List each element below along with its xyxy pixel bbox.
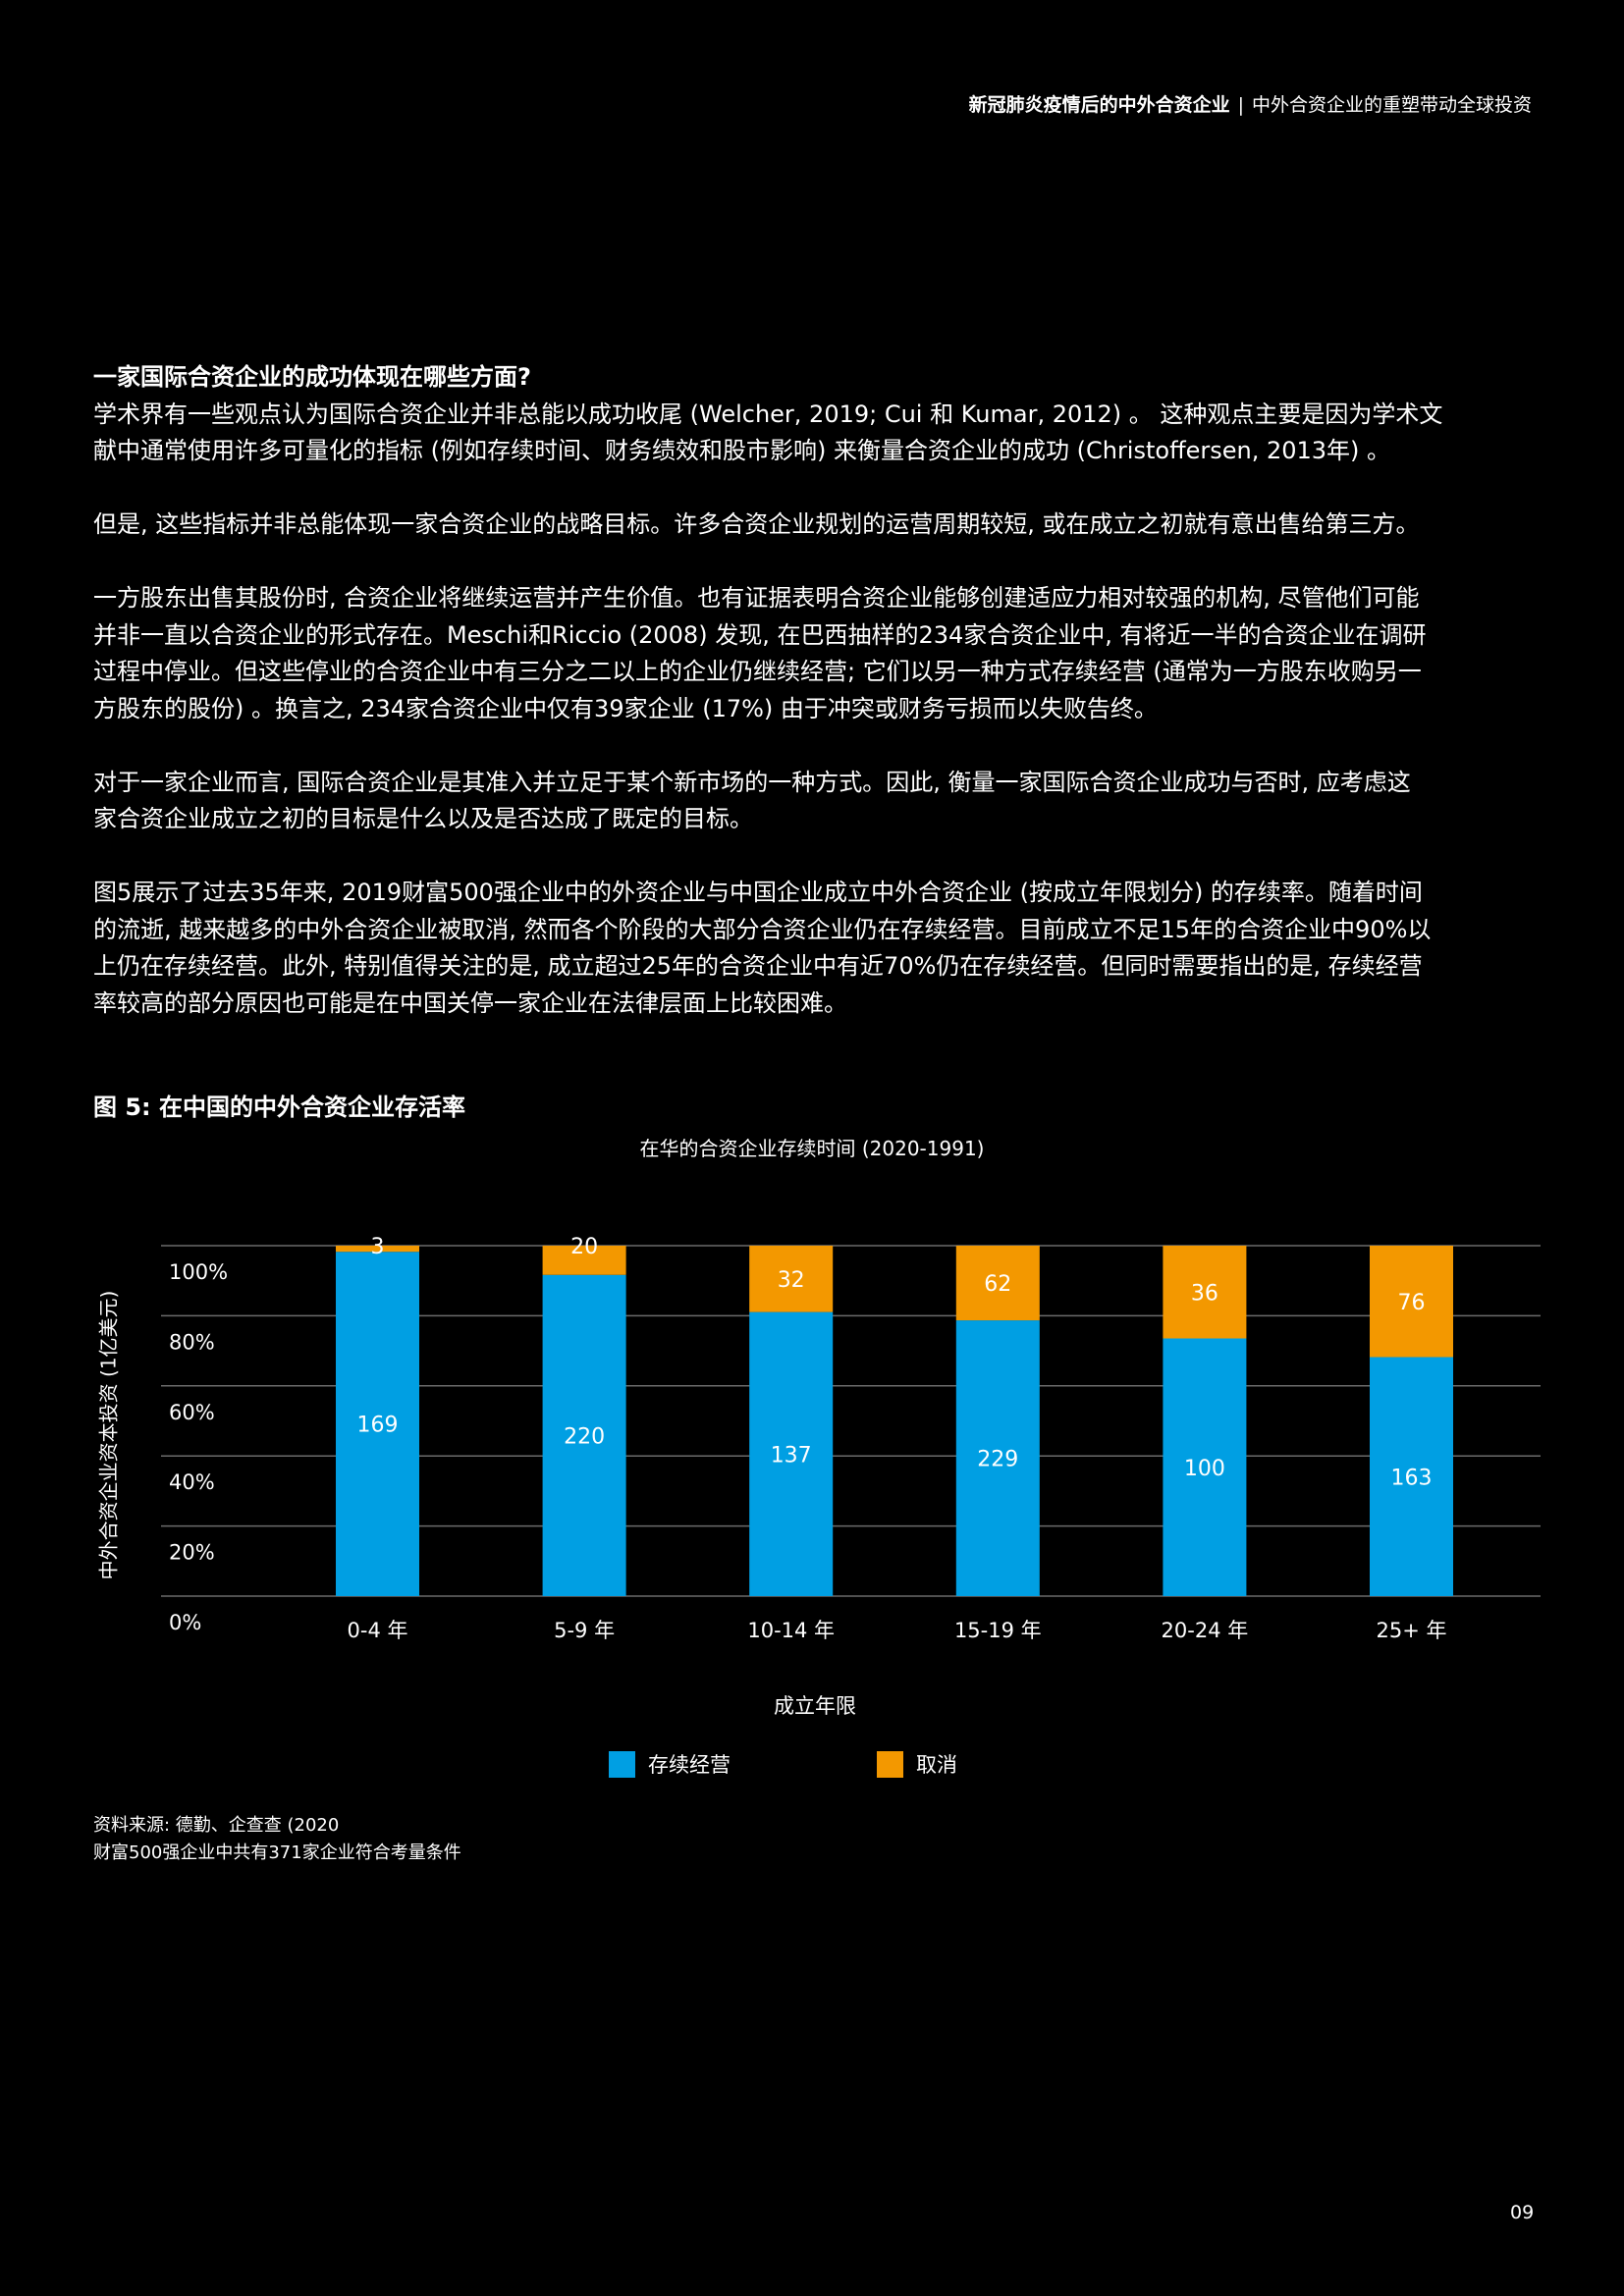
paragraph-line: 上仍在存续经营。此外, 特别值得关注的是, 成立超过25年的合资企业中有近70%… xyxy=(93,952,1423,980)
section-title: 中外合资企业的重塑带动全球投资 xyxy=(1251,94,1532,116)
bar-survived xyxy=(749,1311,834,1596)
bar-survived xyxy=(1163,1338,1247,1596)
header-separator: | xyxy=(1237,94,1244,116)
paragraph-line: 并非一直以合资企业的形式存在。Meschi和Riccio (2008) 发现, … xyxy=(93,620,1427,649)
paragraph: 但是, 这些指标并非总能体现一家合资企业的战略目标。许多合资企业规划的运营周期较… xyxy=(93,507,1537,544)
y-tick-label: 100% xyxy=(169,1260,228,1284)
data-label-cancelled: 76 xyxy=(1398,1291,1426,1315)
paragraph-line: 献中通常使用许多可量化的指标 (例如存续时间、财务绩效和股市影响) 来衡量合资企… xyxy=(93,437,1391,464)
x-tick-label: 15-19 年 xyxy=(954,1619,1042,1642)
stacked-bar-chart: 0% 20% 40% 60% 80% 100% 169 3 0-4 年 220 20 5-9 年 137… xyxy=(161,1235,1541,1642)
paragraph-line: 但是, 这些指标并非总能体现一家合资企业的战略目标。许多合资企业规划的运营周期较… xyxy=(93,510,1420,538)
paragraph-line: 率较高的部分原因也可能是在中国关停一家企业在法律层面上比较困难。 xyxy=(93,988,847,1017)
data-label-survived: 163 xyxy=(1391,1466,1433,1490)
bar-cancelled xyxy=(1370,1246,1453,1358)
legend-swatch-survived xyxy=(609,1750,635,1778)
data-label-survived: 220 xyxy=(564,1424,605,1449)
data-label-survived: 169 xyxy=(357,1414,399,1438)
bar-cancelled xyxy=(542,1246,626,1275)
legend-item-survived: 存续经营 xyxy=(609,1749,731,1779)
legend-item-cancelled: 取消 xyxy=(877,1749,957,1779)
sample-note: 财富500强企业中共有371家企业符合考量条件 xyxy=(93,1842,461,1863)
paragraph: 图5展示了过去35年来, 2019财富500强企业中的外资企业与中国企业成立中外… xyxy=(93,875,1537,1022)
data-label-cancelled: 62 xyxy=(984,1272,1011,1297)
data-label-cancelled: 32 xyxy=(778,1268,805,1293)
data-label-cancelled: 3 xyxy=(371,1235,385,1259)
x-tick-label: 5-9 年 xyxy=(554,1619,615,1642)
bar-cancelled xyxy=(1163,1246,1247,1339)
paragraph: 对于一家企业而言, 国际合资企业是其准入并立足于某个新市场的一种方式。因此, 衡… xyxy=(93,765,1537,838)
running-header: 新冠肺炎疫情后的中外合资企业 | 中外合资企业的重塑带动全球投资 xyxy=(969,90,1532,117)
figure-title: 图 5: 在中国的中外合资企业存活率 xyxy=(93,1094,466,1121)
paragraph-line: 学术界有一些观点认为国际合资企业并非总能以成功收尾 (Welcher, 2019… xyxy=(93,400,1443,428)
page-number: 09 xyxy=(1510,2202,1535,2223)
source-note: 资料来源: 德勤、企查查 (2020 xyxy=(93,1815,340,1836)
bar-cancelled xyxy=(749,1246,834,1312)
paragraph-line: 的流逝, 越来越多的中外合资企业被取消, 然而各个阶段的大部分合资企业仍在存续经… xyxy=(93,915,1432,943)
y-tick-label: 80% xyxy=(169,1330,215,1354)
paragraph-line: 方股东的股份) 。换言之, 234家合资企业中仅有39家企业 (17%) 由于冲… xyxy=(93,694,1158,722)
chart-subtitle: 在华的合资企业存续时间 (2020-1991) xyxy=(639,1137,985,1160)
x-tick-label: 10-14 年 xyxy=(747,1619,835,1642)
bar-survived xyxy=(336,1252,419,1596)
bar-survived xyxy=(1370,1357,1453,1596)
paragraph: 学术界有一些观点认为国际合资企业并非总能以成功收尾 (Welcher, 2019… xyxy=(93,397,1537,470)
x-tick-label: 20-24 年 xyxy=(1162,1619,1249,1642)
y-tick-label: 60% xyxy=(169,1401,215,1424)
x-tick-label: 0-4 年 xyxy=(348,1619,408,1642)
body-text: 一家国际合资企业的成功体现在哪些方面? 学术界有一些观点认为国际合资企业并非总能… xyxy=(93,359,1537,1059)
y-tick-label: 20% xyxy=(169,1541,215,1565)
paragraph: 一方股东出售其股份时, 合资企业将继续运营并产生价值。也有证据表明合资企业能够创… xyxy=(93,580,1537,727)
paragraph-line: 图5展示了过去35年来, 2019财富500强企业中的外资企业与中国企业成立中外… xyxy=(93,879,1423,906)
paragraph-line: 家合资企业成立之初的目标是什么以及是否达成了既定的目标。 xyxy=(93,805,753,832)
legend-label-survived: 存续经营 xyxy=(648,1753,731,1777)
y-tick-label: 0% xyxy=(169,1611,201,1634)
footnotes: 资料来源: 德勤、企查查 (2020 财富500强企业中共有371家企业符合考量… xyxy=(93,1812,461,1867)
legend-label-cancelled: 取消 xyxy=(916,1753,957,1777)
paragraph-line: 对于一家企业而言, 国际合资企业是其准入并立足于某个新市场的一种方式。因此, 衡… xyxy=(93,768,1411,796)
bar-cancelled xyxy=(955,1246,1040,1321)
bar-cancelled xyxy=(336,1246,419,1253)
data-label-survived: 137 xyxy=(771,1443,812,1468)
report-title: 新冠肺炎疫情后的中外合资企业 xyxy=(968,94,1230,116)
data-label-survived: 229 xyxy=(977,1448,1018,1472)
data-label-cancelled: 20 xyxy=(570,1235,598,1259)
x-tick-label: 25+ 年 xyxy=(1377,1619,1447,1642)
paragraph-line: 一方股东出售其股份时, 合资企业将继续运营并产生价值。也有证据表明合资企业能够创… xyxy=(93,584,1420,612)
data-label-survived: 100 xyxy=(1184,1457,1225,1481)
section-heading: 一家国际合资企业的成功体现在哪些方面? xyxy=(93,363,531,391)
data-label-cancelled: 36 xyxy=(1191,1281,1218,1306)
paragraph-line: 过程中停业。但这些停业的合资企业中有三分之二以上的企业仍继续经营; 它们以另一种… xyxy=(93,658,1422,685)
y-tick-label: 40% xyxy=(169,1470,215,1494)
x-axis-title: 成立年限 xyxy=(774,1694,856,1718)
legend-swatch-cancelled xyxy=(877,1750,903,1778)
bar-survived xyxy=(955,1320,1040,1596)
bar-survived xyxy=(542,1274,626,1596)
